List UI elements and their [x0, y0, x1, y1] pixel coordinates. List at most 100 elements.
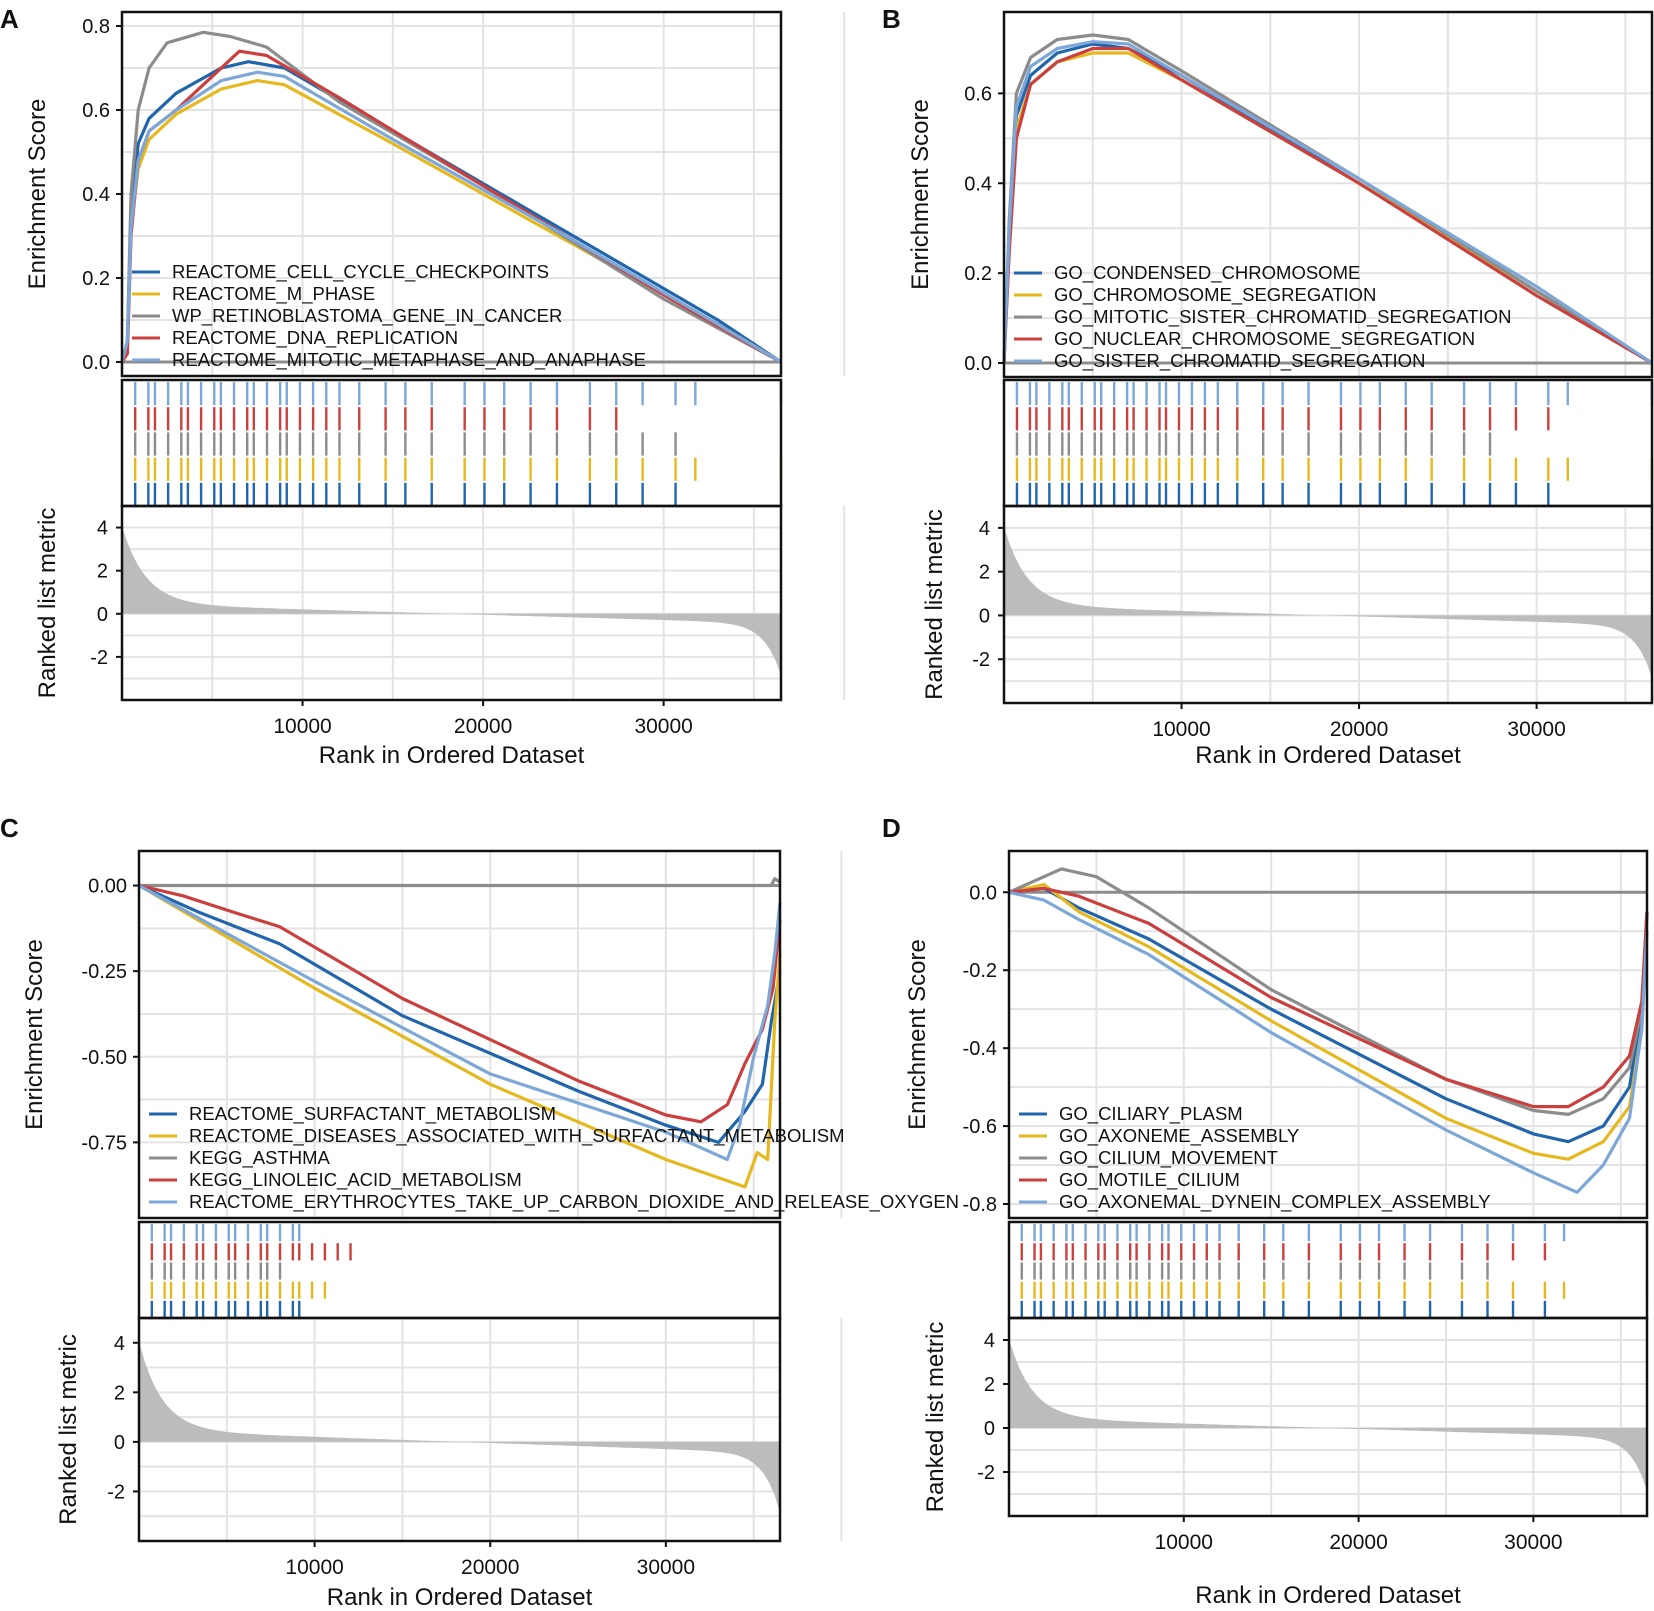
panel-letter: B: [882, 4, 901, 34]
es-tick-label: 0.00: [88, 876, 127, 898]
metric-axis-label: Ranked list metric: [55, 1334, 82, 1525]
es-frame: [1007, 849, 1649, 1220]
metric-axis-label: Ranked list metric: [34, 508, 61, 699]
es-curve: [1008, 890, 1649, 1194]
es-tick-label: -0.2: [963, 960, 997, 982]
legend-label: WP_RETINOBLASTOMA_GENE_IN_CANCER: [172, 305, 562, 327]
legend-label: REACTOME_ERYTHROCYTES_TAKE_UP_CARBON_DIO…: [189, 1191, 959, 1213]
es-tick-label: -0.6: [963, 1116, 997, 1138]
es-frame: [1002, 10, 1654, 379]
metric-tick-label: -2: [107, 1481, 125, 1503]
metric-frame: [1007, 1316, 1649, 1518]
x-tick-label: 10000: [273, 715, 331, 738]
metric-tick-label: 0: [97, 604, 108, 626]
metric-frame: [137, 1316, 782, 1543]
es-tick-label: 0.2: [82, 268, 110, 290]
x-tick-label: 30000: [1507, 718, 1565, 741]
x-tick-label: 30000: [637, 1556, 695, 1579]
es-tick-label: 0.0: [82, 352, 110, 374]
panel-letter: A: [0, 4, 19, 34]
es-frame: [137, 849, 782, 1220]
x-tick-label: 30000: [634, 715, 692, 738]
es-tick-label: 0.8: [82, 16, 110, 38]
es-tick-label: -0.50: [81, 1047, 127, 1069]
es-axis-label: Enrichment Score: [24, 99, 51, 290]
panel-letter: C: [0, 813, 19, 843]
legend-label: REACTOME_CELL_CYCLE_CHECKPOINTS: [172, 261, 549, 283]
es-curve: [1002, 40, 1653, 365]
metric-tick-label: 2: [97, 561, 108, 583]
panel-a: A 0.0 0.2 0.4 0.6 0.8 Enrichment Score REACTOME…: [0, 4, 846, 769]
es-tick-label: 0.6: [964, 83, 992, 105]
x-tick-label: 20000: [1329, 1531, 1387, 1554]
x-axis-label: Rank in Ordered Dataset: [319, 742, 585, 769]
metric-frame: [1002, 504, 1654, 705]
x-tick-label: 30000: [1504, 1531, 1562, 1554]
legend-label: GO_NUCLEAR_CHROMOSOME_SEGREGATION: [1054, 328, 1475, 350]
es-tick-label: -0.25: [81, 961, 127, 983]
x-axis-label: Rank in Ordered Dataset: [1195, 1582, 1461, 1609]
es-tick-label: 0.2: [964, 263, 992, 285]
legend-label: REACTOME_DNA_REPLICATION: [172, 327, 458, 349]
metric-tick-label: 0: [979, 605, 990, 627]
legend-label: GO_SISTER_CHROMATID_SEGREGATION: [1054, 350, 1425, 372]
legend-label: GO_CONDENSED_CHROMOSOME: [1054, 262, 1360, 284]
legend-label: GO_CHROMOSOME_SEGREGATION: [1054, 284, 1376, 306]
legend-label: GO_CILIUM_MOVEMENT: [1059, 1147, 1278, 1169]
metric-tick-label: 4: [114, 1333, 125, 1355]
panel-letter: D: [882, 813, 901, 843]
es-curve: [138, 883, 782, 1124]
es-tick-label: -0.4: [963, 1038, 997, 1060]
metric-tick-label: 4: [984, 1330, 995, 1352]
es-curve: [139, 877, 781, 888]
x-axis-label: Rank in Ordered Dataset: [327, 1584, 593, 1611]
legend-label: GO_CILIARY_PLASM: [1059, 1103, 1243, 1125]
legend-label: KEGG_ASTHMA: [189, 1147, 330, 1169]
es-curve: [138, 884, 782, 1189]
legend-label: REACTOME_MITOTIC_METAPHASE_AND_ANAPHASE: [172, 349, 646, 371]
es-tick-label: 0.0: [964, 353, 992, 375]
panel-b: B 0.0 0.2 0.4 0.6 Enrichment Score GO_CONDENSE…: [882, 4, 1654, 769]
legend-label: REACTOME_M_PHASE: [172, 283, 375, 305]
metric-tick-label: 2: [984, 1374, 995, 1396]
panel-c: C 0.00 -0.25 -0.50 -0.75 Enrichment Score REAC…: [0, 813, 959, 1611]
x-axis-label: Rank in Ordered Dataset: [1195, 742, 1461, 769]
x-tick-label: 20000: [454, 715, 512, 738]
metric-tick-label: 0: [984, 1418, 995, 1440]
panel-d: D 0.0 -0.2 -0.4 -0.6 -0.8 Enrichment Score GO_C…: [882, 813, 1649, 1609]
es-tick-label: 0.6: [82, 100, 110, 122]
legend-label: KEGG_LINOLEIC_ACID_METABOLISM: [189, 1169, 522, 1191]
es-axis-label: Enrichment Score: [904, 939, 931, 1130]
metric-frame: [120, 504, 783, 702]
es-curve: [1002, 46, 1653, 365]
es-curve: [138, 884, 782, 1145]
x-tick-label: 20000: [1330, 718, 1388, 741]
metric-tick-label: -2: [972, 649, 990, 671]
metric-axis-label: Ranked list metric: [922, 1322, 949, 1513]
es-axis-label: Enrichment Score: [907, 99, 934, 290]
legend-label: GO_MOTILE_CILIUM: [1059, 1169, 1240, 1191]
metric-tick-label: 2: [979, 562, 990, 584]
es-tick-label: 0.4: [964, 173, 992, 195]
metric-axis-label: Ranked list metric: [921, 509, 948, 700]
es-tick-label: 0.0: [969, 882, 997, 904]
es-curve: [120, 70, 782, 364]
legend-label: GO_MITOTIC_SISTER_CHROMATID_SEGREGATION: [1054, 306, 1511, 328]
metric-tick-label: 4: [97, 518, 108, 540]
es-axis-label: Enrichment Score: [21, 939, 48, 1130]
x-tick-label: 10000: [285, 1556, 343, 1579]
metric-tick-label: -2: [90, 647, 108, 669]
legend-label: GO_AXONEME_ASSEMBLY: [1059, 1125, 1299, 1147]
es-tick-label: -0.8: [963, 1194, 997, 1216]
metric-tick-label: 2: [114, 1382, 125, 1404]
x-tick-label: 10000: [1155, 1531, 1213, 1554]
es-curve: [1008, 886, 1649, 1109]
x-tick-label: 20000: [461, 1556, 519, 1579]
metric-tick-label: 4: [979, 518, 990, 540]
legend-label: REACTOME_SURFACTANT_METABOLISM: [189, 1103, 556, 1125]
es-tick-label: -0.75: [81, 1132, 127, 1154]
metric-tick-label: -2: [977, 1462, 995, 1484]
metric-tick-label: 0: [114, 1432, 125, 1454]
es-curve: [1008, 886, 1649, 1144]
